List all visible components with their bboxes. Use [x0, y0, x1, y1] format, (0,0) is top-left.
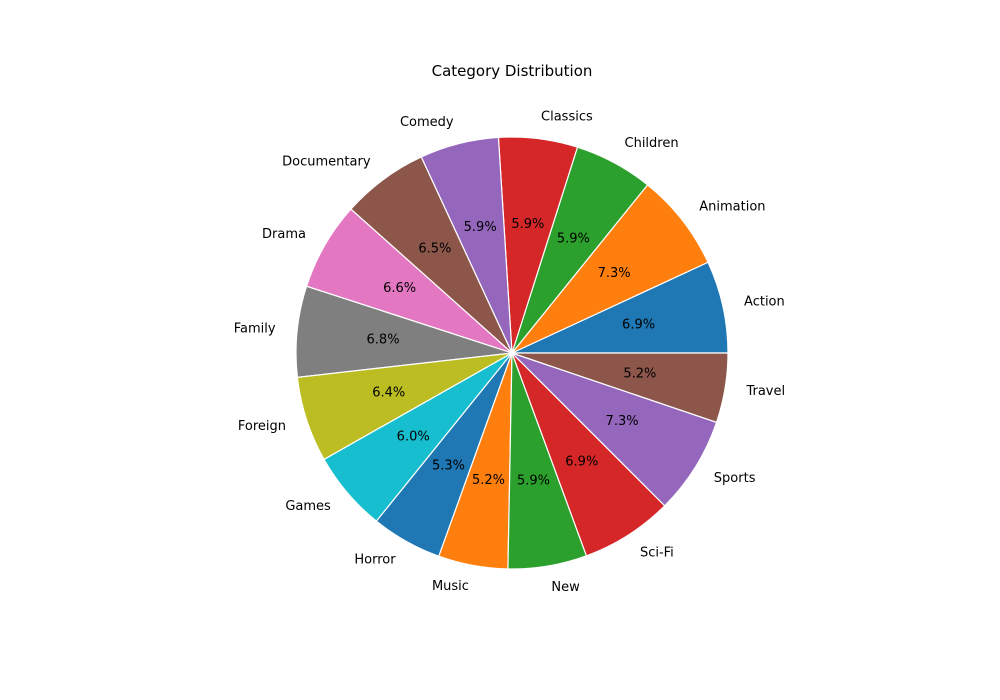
pie-slice-animation: [511, 184, 709, 354]
percent-label: 5.9%: [557, 231, 590, 246]
category-label: Children: [625, 136, 679, 151]
pie-slice-sports: [511, 352, 718, 507]
category-label: Foreign: [238, 419, 286, 434]
percent-label: 5.2%: [623, 367, 656, 382]
percent-label: 6.5%: [418, 241, 451, 256]
category-label: New: [551, 580, 580, 595]
category-label: Animation: [699, 199, 765, 214]
percent-label: 6.6%: [383, 281, 416, 296]
category-label: Classics: [541, 110, 593, 125]
category-label: Games: [285, 499, 331, 514]
category-label: Drama: [262, 227, 306, 242]
percent-label: 5.9%: [517, 473, 550, 488]
category-label: Family: [234, 322, 276, 337]
percent-label: 7.3%: [598, 266, 631, 281]
chart-title: Category Distribution: [432, 62, 593, 80]
percent-label: 5.3%: [432, 458, 465, 473]
category-label: Sci-Fi: [640, 546, 674, 561]
percent-label: 5.9%: [464, 220, 497, 235]
category-label: Documentary: [282, 155, 371, 170]
percent-label: 5.2%: [472, 473, 505, 488]
pie-slices: [295, 136, 729, 570]
category-labels: Action Animation Children Classics Comedy Doc…: [234, 110, 785, 595]
category-label: Sports: [714, 471, 756, 486]
percent-label: 6.4%: [372, 386, 405, 401]
category-label: Action: [744, 294, 785, 309]
category-label: Music: [432, 579, 469, 594]
category-label: Comedy: [400, 115, 454, 130]
percent-label: 6.0%: [397, 429, 430, 444]
category-label: Travel: [745, 384, 785, 399]
percent-label: 7.3%: [606, 414, 639, 429]
pie-slice-travel: [511, 352, 729, 424]
percent-labels: 6.9% 7.3% 5.9% 5.9% 5.9% 6.5% 6.6% 6.8% 6.4% 6.0%…: [367, 217, 657, 488]
percent-label: 6.8%: [367, 332, 400, 347]
percent-label: 6.9%: [622, 318, 655, 333]
percent-label: 5.9%: [511, 217, 544, 232]
category-label: Horror: [354, 553, 396, 568]
percent-label: 6.9%: [565, 455, 598, 470]
